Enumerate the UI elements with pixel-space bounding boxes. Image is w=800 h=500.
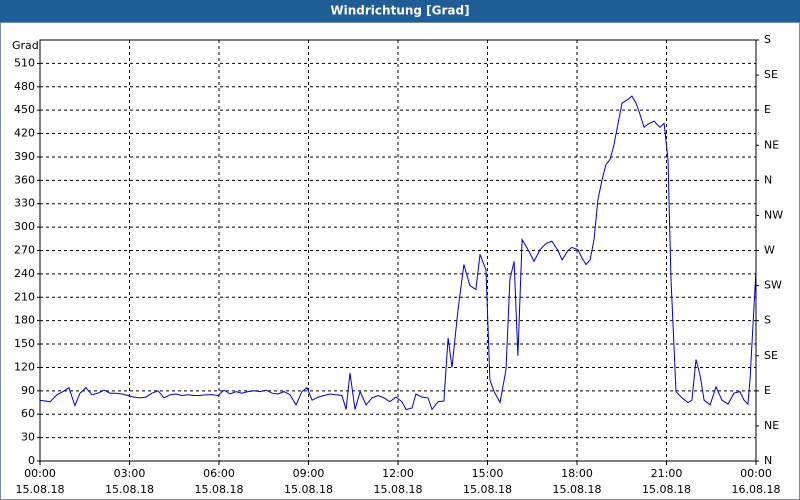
y-axis-label: Grad [12, 39, 39, 52]
y2-tick-label: N [764, 173, 772, 186]
y2-tick-label: E [764, 384, 771, 397]
y-tick-label: 270 [14, 244, 35, 257]
y-tick-label: 210 [14, 290, 35, 303]
y-tick-label: 300 [14, 220, 35, 233]
y2-tick-label: SW [764, 279, 782, 292]
y-tick-label: 180 [14, 314, 35, 327]
title-bar [0, 0, 800, 22]
y2-tick-label: NE [764, 138, 779, 151]
x-tick-date: 15.08.18 [553, 483, 602, 496]
x-tick-date: 15.08.18 [195, 483, 244, 496]
x-tick-date: 15.08.18 [374, 483, 423, 496]
x-tick-label: 06:00 [203, 467, 235, 480]
x-tick-label: 03:00 [114, 467, 146, 480]
data-line [39, 95, 757, 411]
y-tick-label: 90 [21, 384, 35, 397]
y2-tick-label: N [764, 454, 772, 467]
x-tick-label: 15:00 [472, 467, 504, 480]
y2-tick-label: NE [764, 419, 779, 432]
x-tick-label: 21:00 [651, 467, 683, 480]
x-tick-date: 15.08.18 [463, 483, 512, 496]
y-tick-label: 240 [14, 267, 35, 280]
y2-tick-label: S [764, 33, 771, 46]
y-tick-label: 510 [14, 56, 35, 69]
y2-tick-label: SE [764, 68, 778, 81]
y-tick-label: 120 [14, 360, 35, 373]
y-tick-label: 360 [14, 173, 35, 186]
y-tick-label: 30 [21, 431, 35, 444]
y2-tick-label: SE [764, 349, 778, 362]
x-tick-label: 18:00 [561, 467, 593, 480]
x-tick-label: 00:00 [24, 467, 56, 480]
y2-tick-label: NW [764, 208, 783, 221]
x-tick-date: 15.08.18 [16, 483, 65, 496]
x-tick-date: 15.08.18 [105, 483, 154, 496]
x-tick-label: 09:00 [293, 467, 325, 480]
y2-tick-label: W [764, 244, 775, 257]
chart-title: Windrichtung [Grad] [330, 4, 469, 18]
y2-tick-label: E [764, 103, 771, 116]
frame [0, 22, 800, 500]
y-tick-label: 390 [14, 150, 35, 163]
x-tick-date: 15.08.18 [642, 483, 691, 496]
y-tick-label: 450 [14, 103, 35, 116]
x-tick-date: 16.08.18 [732, 483, 781, 496]
y-tick-label: 420 [14, 127, 35, 140]
y-tick-label: 0 [28, 454, 35, 467]
y-tick-label: 150 [14, 337, 35, 350]
x-tick-label: 12:00 [382, 467, 414, 480]
y-tick-label: 60 [21, 407, 35, 420]
x-tick-label: 00:00 [740, 467, 772, 480]
y2-tick-label: S [764, 314, 771, 327]
x-tick-date: 15.08.18 [284, 483, 333, 496]
y-tick-label: 480 [14, 80, 35, 93]
y-tick-label: 330 [14, 197, 35, 210]
